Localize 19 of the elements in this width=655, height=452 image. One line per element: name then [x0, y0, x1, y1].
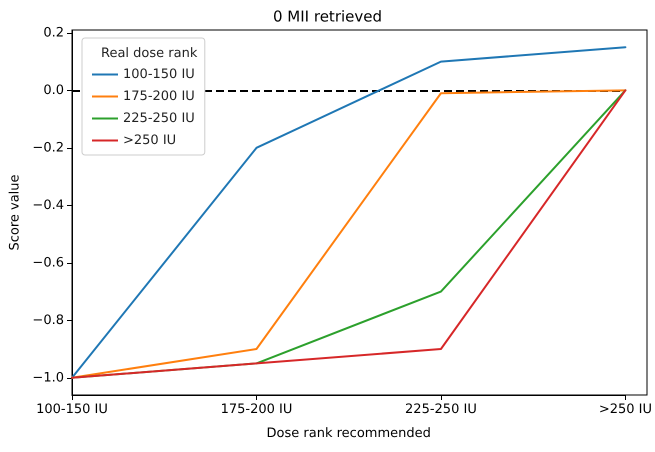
y-tick-label: −0.6: [32, 255, 64, 270]
x-tick-label: >250 IU: [598, 402, 652, 417]
y-tick-label: −0.2: [32, 140, 64, 156]
legend-label: 175-200 IU: [123, 89, 195, 104]
y-tick-label: 0.2: [43, 25, 64, 40]
legend-label: >250 IU: [123, 133, 176, 148]
x-tick-label: 175-200 IU: [220, 402, 292, 417]
y-tick-label: −0.4: [32, 198, 64, 213]
legend-label: 100-150 IU: [123, 67, 195, 82]
y-tick-label: −0.8: [32, 312, 64, 328]
chart-title: 0 MII retrieved: [272, 8, 382, 26]
y-tick-label: −1.0: [32, 370, 64, 386]
legend-title: Real dose rank: [101, 46, 198, 61]
x-axis-title: Dose rank recommended: [266, 426, 431, 441]
y-axis-title: Score value: [8, 174, 23, 251]
x-tick-label: 225-250 IU: [405, 402, 477, 417]
x-tick-label: 100-150 IU: [36, 402, 108, 417]
legend-label: 225-250 IU: [123, 111, 195, 126]
y-tick-label: 0.0: [43, 82, 64, 98]
